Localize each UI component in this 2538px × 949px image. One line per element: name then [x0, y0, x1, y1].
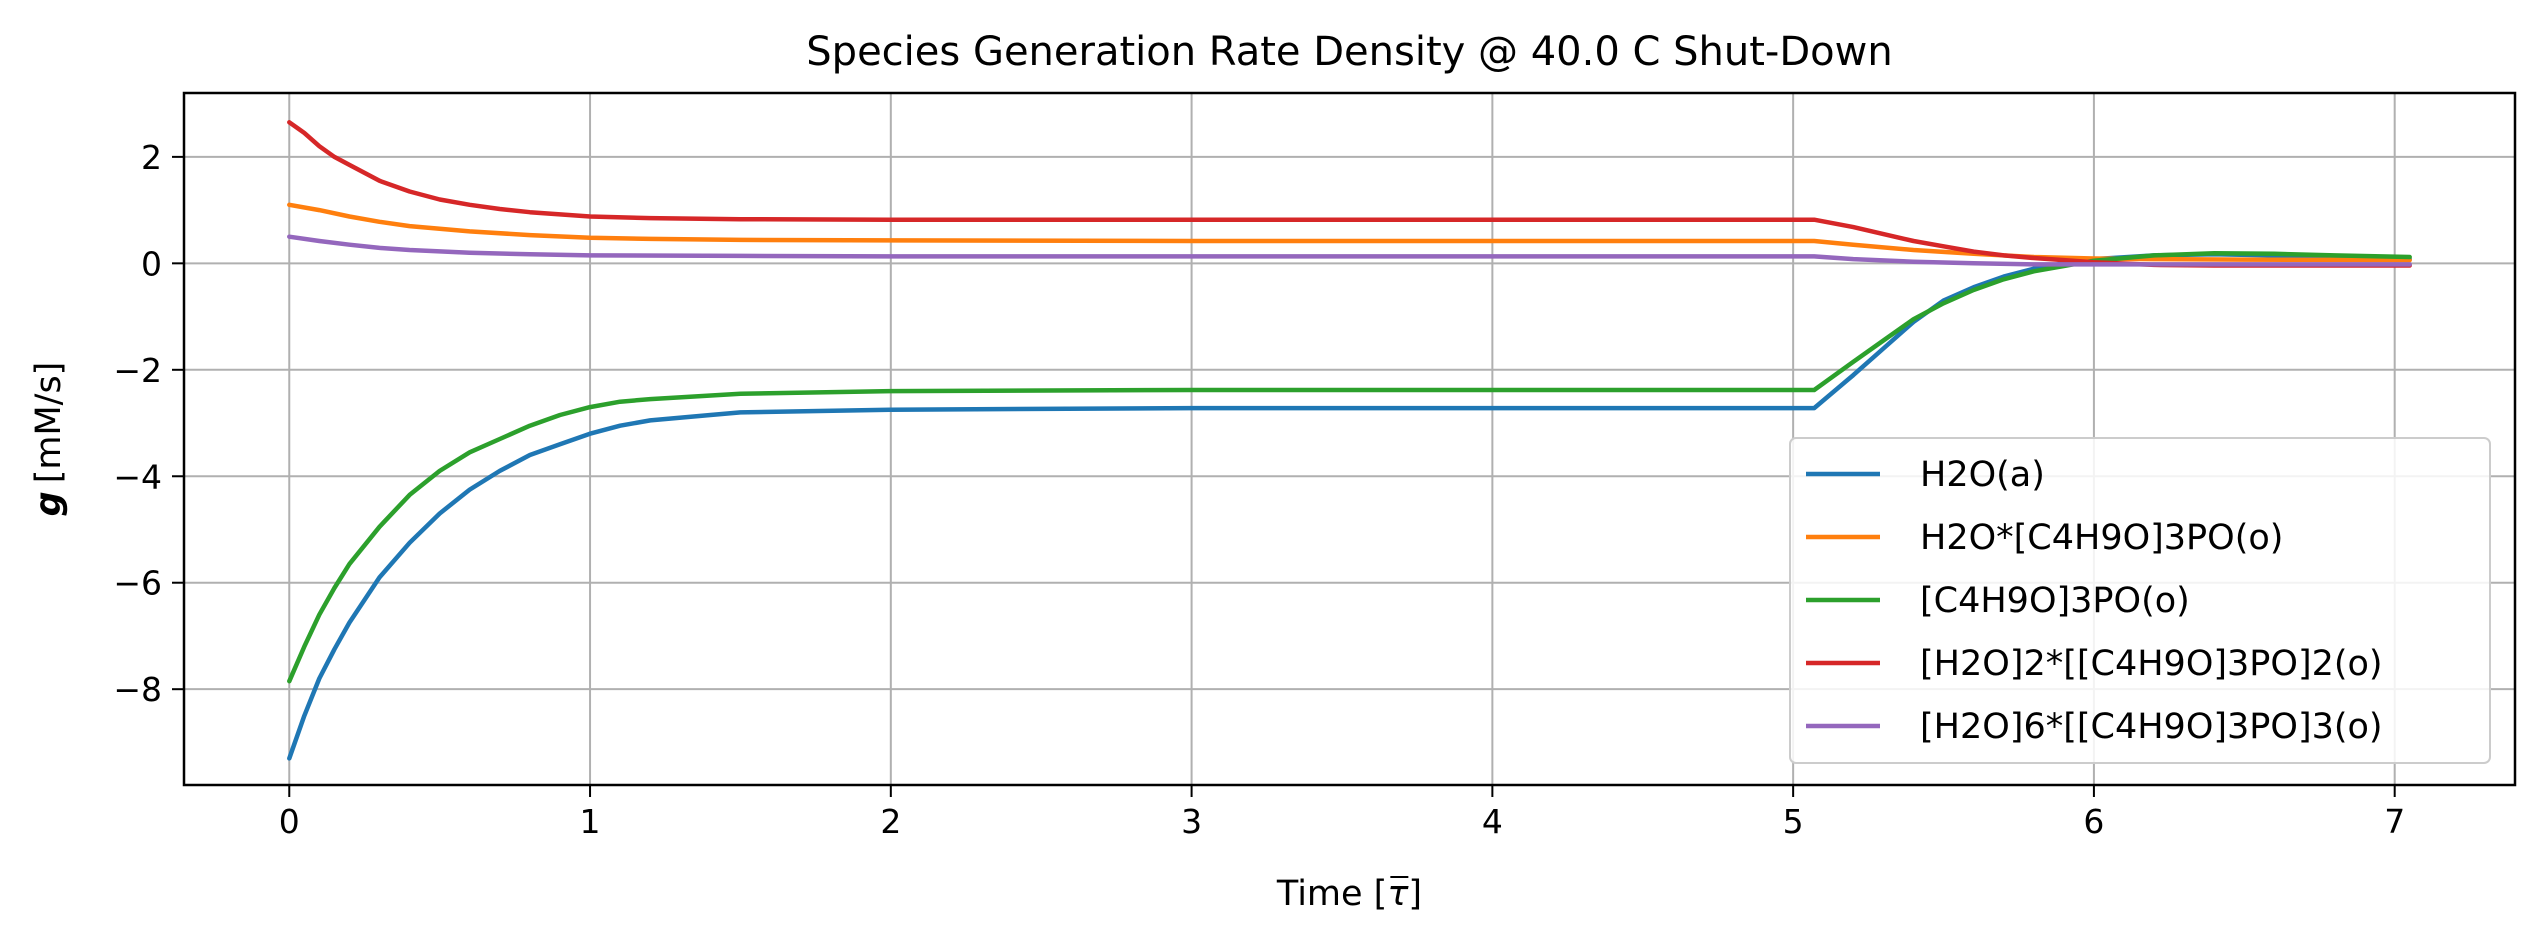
x-axis-label-symbol: τ	[1387, 874, 1409, 914]
x-tick-label: 7	[2384, 802, 2405, 841]
y-axis-label-unit: [mM/s]	[29, 362, 69, 484]
x-tick-label: 1	[580, 802, 601, 841]
y-axis-label-symbol: g	[29, 491, 69, 516]
y-tick-label: 0	[141, 244, 162, 283]
y-tick-label: −2	[113, 351, 162, 390]
x-tick-label: 4	[1482, 802, 1503, 841]
x-tick-label: 5	[1783, 802, 1804, 841]
x-tick-label: 2	[880, 802, 901, 841]
y-tick-label: −8	[113, 670, 162, 709]
y-axis-label: g [mM/s]	[29, 362, 69, 517]
legend-label: [C4H9O]3PO(o)	[1920, 581, 2190, 621]
x-axis-label-prefix: Time [	[1276, 874, 1387, 914]
legend-label: H2O(a)	[1920, 455, 2045, 495]
legend-box	[1789, 437, 2491, 764]
series-line-5	[287, 234, 2412, 267]
legend-label: [H2O]2*[[C4H9O]3PO]2(o)	[1920, 644, 2383, 684]
series-line-4	[287, 120, 2412, 268]
x-tick-label: 3	[1181, 802, 1202, 841]
x-tick-label: 6	[2083, 802, 2104, 841]
tick-layer: 0 1 2 3 4 5 6 7 −8 −6 −4 −2 0 2	[113, 138, 2405, 841]
plot-frame	[182, 91, 2517, 787]
y-tick-label: −6	[113, 564, 162, 603]
chart-title: Species Generation Rate Density @ 40.0 C…	[806, 29, 1892, 75]
y-tick-label: −4	[113, 457, 162, 496]
x-axis-label-suffix: ]	[1408, 874, 1422, 914]
legend: H2O(a) H2O*[C4H9O]3PO(o) [C4H9O]3PO(o) [H2O…	[1789, 437, 2491, 764]
legend-label: H2O*[C4H9O]3PO(o)	[1920, 518, 2283, 558]
series-line-2	[287, 202, 2412, 263]
x-tick-label: 0	[279, 802, 300, 841]
y-tick-label: 2	[141, 138, 162, 177]
x-axis-label: Time [τ]	[1276, 874, 1422, 914]
legend-label: [H2O]6*[[C4H9O]3PO]3(o)	[1920, 707, 2383, 747]
series-layer	[287, 120, 2412, 761]
